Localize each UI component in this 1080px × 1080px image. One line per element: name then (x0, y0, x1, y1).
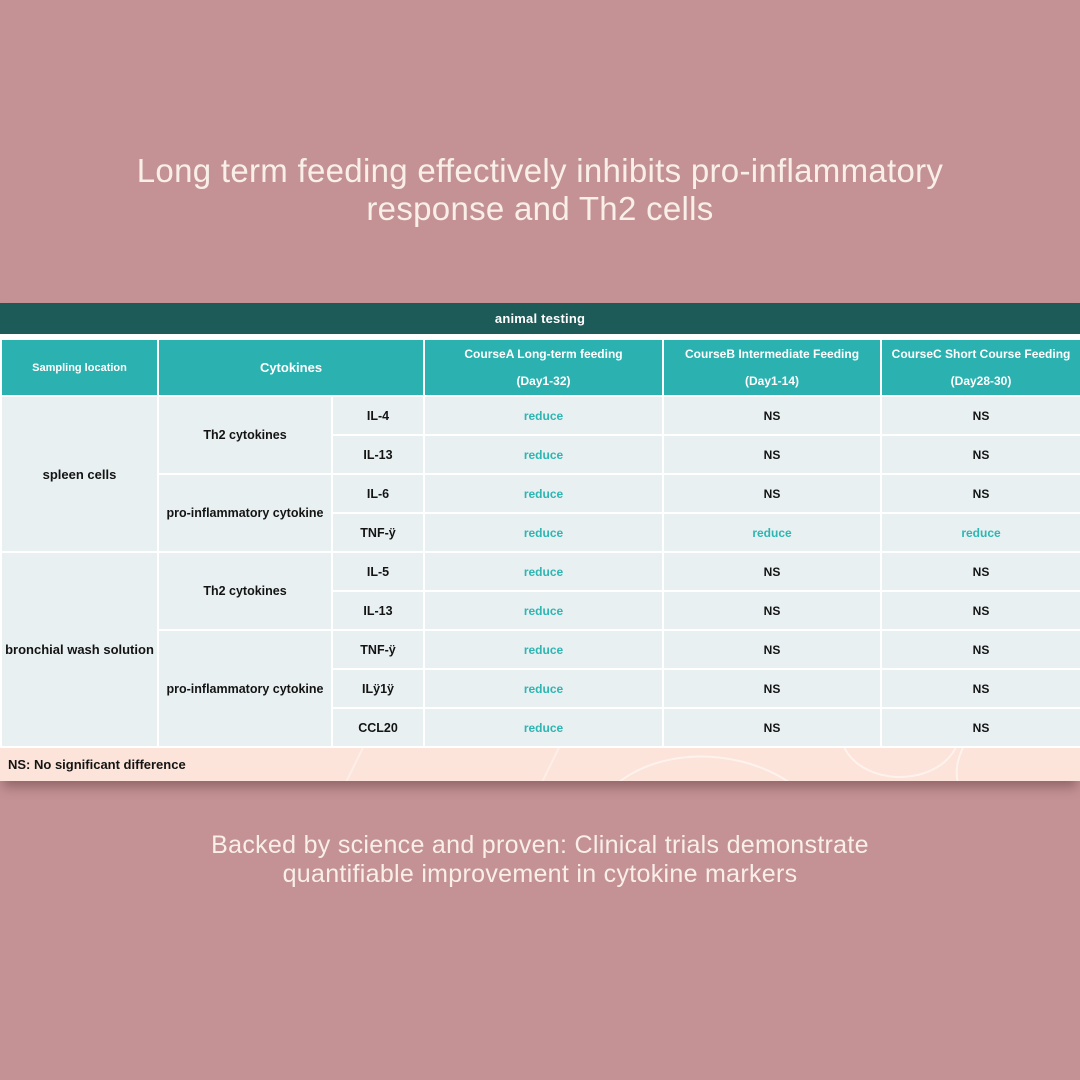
course-b-value: NS (662, 629, 883, 670)
course-c-value: NS (880, 668, 1080, 709)
decorative-swirl (939, 748, 1080, 781)
course-a-value: reduce (423, 590, 665, 631)
course-b-value: reduce (662, 512, 883, 553)
table-row: ILÿ1ÿ reduce NS NS (1, 668, 1080, 709)
course-b-value: NS (662, 707, 883, 748)
course-b-name: CourseB Intermediate Feeding (684, 347, 860, 361)
course-b-value: NS (662, 473, 883, 514)
course-a-name: CourseA Long-term feeding (464, 347, 623, 361)
course-c-value: NS (880, 629, 1080, 670)
course-b-value: NS (662, 551, 883, 592)
footnote-text: NS: No significant difference (8, 757, 186, 772)
course-c-value: NS (880, 707, 1080, 748)
results-table-section: animal testing Sampling location Cytokin… (0, 303, 1080, 781)
cytokine-group-cell: pro-inflammatory cytokine (157, 473, 333, 553)
table-row: pro-inflammatory cytokine TNF-ÿ reduce N… (1, 629, 1080, 748)
cytokine-group-cell: Th2 cytokines (157, 395, 333, 475)
col-header-course-c: CourseC Short Course Feeding (Day28-30) (880, 338, 1080, 397)
course-c-value: NS (880, 395, 1080, 436)
bottom-caption: Backed by science and proven: Clinical t… (0, 831, 1080, 889)
course-b-value: NS (662, 434, 883, 475)
course-c-value: reduce (880, 512, 1080, 553)
course-a-days: (Day1-32) (516, 374, 571, 388)
cytokine-cell: IL-6 (330, 473, 426, 514)
course-b-value: NS (662, 590, 883, 631)
course-a-value: reduce (423, 434, 665, 475)
course-a-value: reduce (423, 629, 665, 670)
table-row: bronchial wash solution Th2 cytokines IL… (0, 551, 1080, 748)
table-row: spleen cells Th2 cytokines IL-4 reduce N… (0, 395, 1080, 553)
course-c-value: NS (880, 434, 1080, 475)
table-caption: animal testing (0, 303, 1080, 334)
course-a-value: reduce (423, 473, 665, 514)
col-header-course-a: CourseA Long-term feeding (Day1-32) (423, 338, 665, 397)
cytokine-group-cell: pro-inflammatory cytokine (157, 629, 333, 748)
cytokine-cell: IL-13 (330, 434, 426, 475)
location-cell: bronchial wash solution (0, 551, 159, 748)
cytokine-group-cell: Th2 cytokines (157, 551, 333, 631)
col-header-cytokines: Cytokines (156, 338, 426, 397)
table-row: IL-13 reduce NS NS (1, 590, 1080, 631)
course-a-value: reduce (423, 395, 665, 436)
page-title-line1: Long term feeding effectively inhibits p… (136, 152, 944, 189)
course-c-value: NS (880, 590, 1080, 631)
location-cell: spleen cells (0, 395, 159, 553)
cytokine-cell: IL-4 (330, 395, 426, 436)
decorative-line (508, 748, 590, 781)
cytokine-cell: IL-5 (330, 551, 426, 592)
course-b-value: NS (662, 395, 883, 436)
course-c-value: NS (880, 473, 1080, 514)
col-header-course-b: CourseB Intermediate Feeding (Day1-14) (662, 338, 883, 397)
page-title: Long term feeding effectively inhibits p… (0, 152, 1080, 228)
table-row: CCL20 reduce NS NS (1, 707, 1080, 748)
col-header-sampling-location: Sampling location (0, 338, 159, 397)
cytokine-cell: TNF-ÿ (330, 512, 426, 553)
cytokine-cell: CCL20 (330, 707, 426, 748)
cytokine-results-table: Sampling location Cytokines CourseA Long… (0, 338, 1080, 748)
course-c-name: CourseC Short Course Feeding (891, 347, 1071, 361)
decorative-line (312, 748, 394, 781)
cytokine-cell: IL-13 (330, 590, 426, 631)
course-a-value: reduce (423, 512, 665, 553)
decorative-swirl (840, 748, 960, 778)
course-a-value: reduce (423, 707, 665, 748)
page-title-line2: response and Th2 cells (366, 190, 714, 227)
table-footnote: NS: No significant difference (0, 748, 1080, 781)
decorative-swirl (581, 748, 839, 781)
cytokine-cell: TNF-ÿ (330, 629, 426, 670)
course-c-value: NS (880, 551, 1080, 592)
bottom-caption-line2: quantifiable improvement in cytokine mar… (282, 860, 798, 888)
course-a-value: reduce (423, 668, 665, 709)
table-header-row: Sampling location Cytokines CourseA Long… (0, 338, 1080, 397)
course-b-days: (Day1-14) (745, 374, 800, 388)
course-c-days: (Day28-30) (950, 374, 1012, 388)
course-a-value: reduce (423, 551, 665, 592)
table-row: TNF-ÿ reduce reduce reduce (1, 512, 1080, 553)
table-row: IL-13 reduce NS NS (1, 434, 1080, 475)
bottom-caption-line1: Backed by science and proven: Clinical t… (211, 831, 869, 859)
cytokine-cell: ILÿ1ÿ (330, 668, 426, 709)
table-row: pro-inflammatory cytokine IL-6 reduce NS… (1, 473, 1080, 553)
course-b-value: NS (662, 668, 883, 709)
